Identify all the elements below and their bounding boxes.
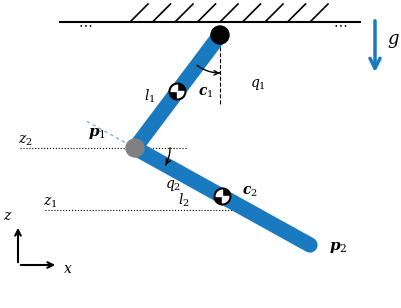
Circle shape xyxy=(169,83,185,99)
Wedge shape xyxy=(222,197,230,205)
Wedge shape xyxy=(169,91,177,99)
Text: $z_1$: $z_1$ xyxy=(43,196,57,210)
Wedge shape xyxy=(214,197,222,205)
Text: $l_1$: $l_1$ xyxy=(144,88,155,105)
Circle shape xyxy=(211,26,229,44)
Text: $z_2$: $z_2$ xyxy=(18,134,32,148)
Text: $\boldsymbol{c}_2$: $\boldsymbol{c}_2$ xyxy=(242,184,258,199)
Text: $\boldsymbol{c}_1$: $\boldsymbol{c}_1$ xyxy=(197,86,213,100)
Wedge shape xyxy=(214,188,222,197)
Text: $\boldsymbol{p}_2$: $\boldsymbol{p}_2$ xyxy=(328,240,346,255)
Wedge shape xyxy=(169,83,177,91)
Text: $q_1$: $q_1$ xyxy=(249,77,265,92)
Circle shape xyxy=(126,139,144,157)
Text: $\cdots$: $\cdots$ xyxy=(78,17,92,31)
Text: $x$: $x$ xyxy=(63,262,73,276)
Text: $q_2$: $q_2$ xyxy=(164,178,180,193)
Text: $l_2$: $l_2$ xyxy=(178,192,189,209)
Text: $\cdots$: $\cdots$ xyxy=(332,17,346,31)
Wedge shape xyxy=(222,188,230,197)
Circle shape xyxy=(214,188,230,205)
Text: $\boldsymbol{p}_1$: $\boldsymbol{p}_1$ xyxy=(88,126,106,141)
Wedge shape xyxy=(177,91,185,99)
Wedge shape xyxy=(177,83,185,91)
Text: $g$: $g$ xyxy=(386,33,399,51)
Text: $z$: $z$ xyxy=(3,209,13,223)
